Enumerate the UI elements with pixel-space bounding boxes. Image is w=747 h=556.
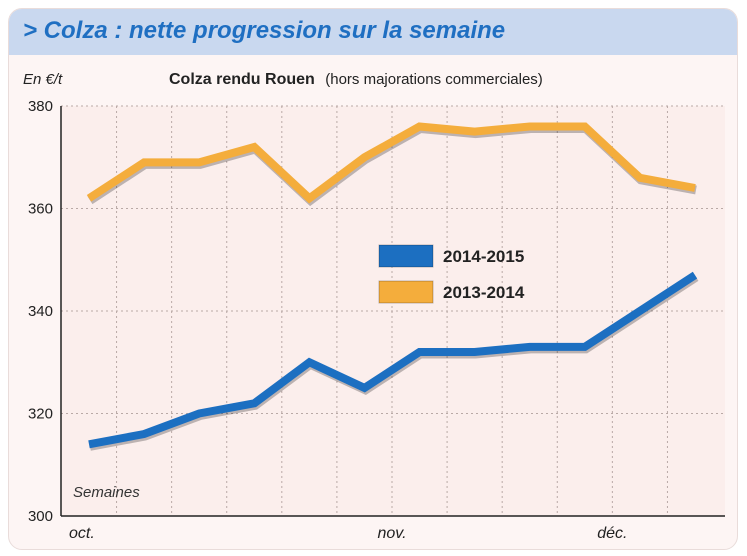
y-tick-label: 320 xyxy=(28,406,53,423)
legend-swatch xyxy=(378,280,434,304)
chart-title-main: Colza rendu Rouen xyxy=(169,71,315,88)
axes: 300 320 340 360 380 oct. nov. déc. xyxy=(28,98,725,542)
grid xyxy=(61,105,725,516)
chart-subtitle: (hors majorations commerciales) xyxy=(325,71,543,88)
series-line-2013-2014 xyxy=(86,122,696,204)
chart-card: > Colza : nette progression sur la semai… xyxy=(8,8,738,550)
legend-swatch xyxy=(378,244,434,268)
x-month-label: oct. xyxy=(69,525,95,542)
series-line-2014-2015 xyxy=(88,271,698,449)
header-bar: > Colza : nette progression sur la semai… xyxy=(9,9,737,55)
y-tick-label: 340 xyxy=(28,303,53,320)
series-layer xyxy=(86,122,699,451)
x-month-label: nov. xyxy=(377,525,406,542)
chart-title: Colza rendu Rouen (hors majorations comm… xyxy=(169,71,543,88)
legend: 2014-2015 2013-2014 xyxy=(378,244,525,304)
header-title: > Colza : nette progression sur la semai… xyxy=(23,17,506,44)
x-month-label: déc. xyxy=(597,525,627,542)
y-tick-label: 360 xyxy=(28,201,53,218)
legend-label: 2013-2014 xyxy=(443,283,525,302)
y-axis-label: En €/t xyxy=(23,71,63,88)
x-axis-label: Semaines xyxy=(73,484,140,501)
y-tick-label: 300 xyxy=(28,508,53,525)
legend-label: 2014-2015 xyxy=(443,247,524,266)
y-tick-label: 380 xyxy=(28,98,53,115)
